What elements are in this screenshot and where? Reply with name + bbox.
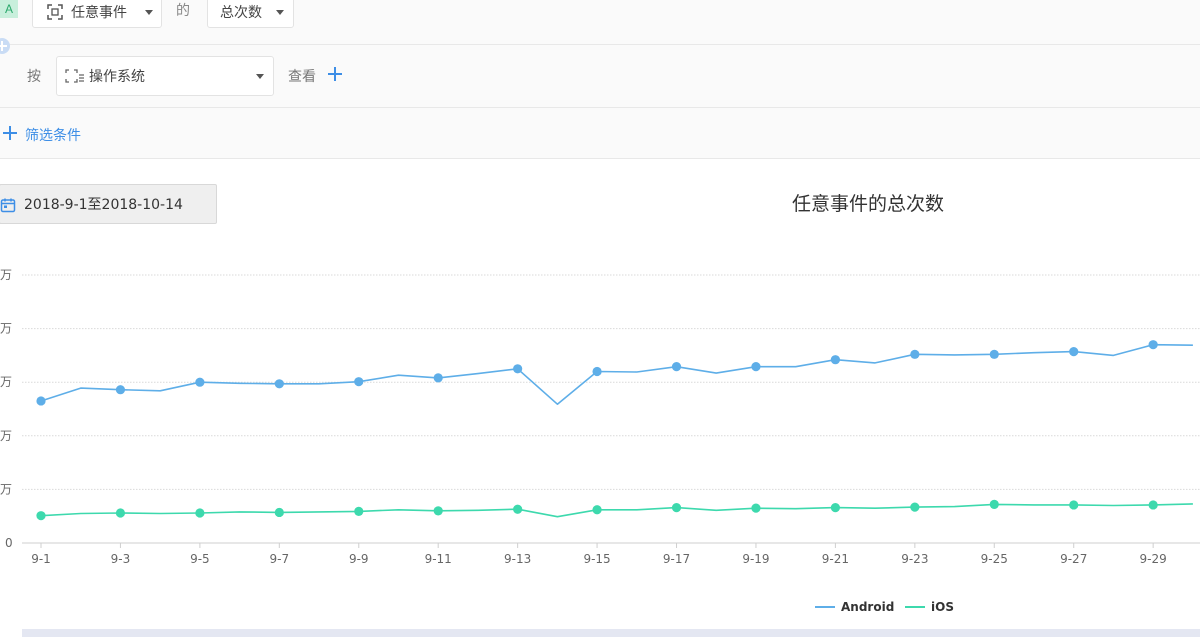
- x-tick-label: 9-23: [901, 552, 928, 566]
- data-point-ios: [115, 508, 126, 518]
- event-select-value: 任意事件: [71, 5, 127, 21]
- chevron-down-icon: [256, 74, 264, 79]
- x-tick-label: 9-19: [742, 552, 769, 566]
- data-point-ios: [989, 499, 999, 510]
- data-point-ios: [671, 503, 682, 513]
- y-tick-label: 0: [5, 536, 13, 550]
- calendar-icon: [0, 198, 16, 213]
- x-axis: 9-1 9-3 9-5 9-7 9-9 9-11 9-13 9-15 9-17 9-19 9-21 9…: [31, 543, 1167, 566]
- series-line-android: [40, 343, 1193, 405]
- event-row: A 任意事件 的 总次数: [0, 0, 1200, 45]
- y-tick-label: 万: [0, 322, 12, 336]
- y-tick-label: 万: [0, 482, 12, 496]
- data-point-android: [1069, 347, 1079, 357]
- data-point-ios: [274, 507, 284, 518]
- add-filter-icon[interactable]: [3, 126, 17, 140]
- data-point-android: [433, 373, 443, 383]
- x-tick-label: 9-27: [1060, 552, 1087, 566]
- x-tick-label: 9-11: [425, 552, 452, 566]
- data-point-android: [671, 362, 682, 372]
- group-by-select-value: 操作系统: [89, 69, 145, 85]
- data-point-android: [354, 377, 364, 387]
- event-select[interactable]: 任意事件: [32, 0, 162, 28]
- data-point-android: [751, 362, 761, 372]
- data-point-android: [1148, 340, 1158, 350]
- data-point-android: [989, 349, 999, 359]
- x-tick-label: 9-17: [663, 552, 690, 566]
- data-point-ios: [751, 503, 761, 513]
- y-tick-label: 万: [0, 429, 12, 443]
- y-tick-label: 万: [0, 268, 12, 282]
- x-tick-label: 9-1: [31, 552, 51, 566]
- x-tick-label: 9-3: [111, 552, 131, 566]
- x-tick-label: 9-5: [190, 552, 210, 566]
- data-point-android: [910, 349, 920, 359]
- x-tick-label: 9-15: [583, 552, 610, 566]
- data-point-ios: [354, 506, 364, 516]
- data-point-android: [513, 364, 523, 374]
- connector-label: 的: [176, 3, 190, 19]
- view-label: 查看: [288, 69, 316, 85]
- chart-title: 任意事件的总次数: [792, 193, 945, 215]
- data-point-android: [592, 366, 602, 377]
- data-point-ios: [1148, 500, 1158, 510]
- property-icon: [65, 69, 84, 83]
- chevron-down-icon: [145, 10, 153, 15]
- data-point-ios: [592, 505, 602, 515]
- group-by-select[interactable]: 操作系统: [56, 56, 274, 96]
- data-point-android: [274, 379, 284, 389]
- date-range-button[interactable]: 2018-9-1至2018-10-14: [0, 184, 217, 224]
- data-point-ios: [1069, 500, 1079, 510]
- data-point-android: [36, 396, 46, 406]
- y-tick-label: 万: [0, 375, 12, 389]
- data-point-android: [195, 377, 205, 387]
- x-tick-label: 9-9: [349, 552, 369, 566]
- data-point-android: [115, 385, 126, 395]
- add-group-icon[interactable]: [328, 67, 342, 81]
- event-icon: [47, 4, 63, 20]
- x-tick-label: 9-25: [981, 552, 1008, 566]
- data-point-ios: [36, 511, 46, 521]
- chart-grid: [22, 274, 1200, 544]
- data-point-ios: [513, 504, 523, 514]
- legend-label-ios: iOS: [931, 600, 954, 614]
- legend-label-android: Android: [841, 600, 894, 614]
- metric-select[interactable]: 总次数: [207, 0, 294, 28]
- metric-select-value: 总次数: [220, 5, 262, 21]
- add-filter-link[interactable]: 筛选条件: [25, 128, 81, 144]
- series-line-ios: [40, 503, 1193, 518]
- data-point-ios: [195, 508, 205, 518]
- data-point-ios: [910, 502, 920, 512]
- group-by-label: 按: [27, 69, 41, 85]
- x-tick-label: 9-29: [1140, 552, 1167, 566]
- data-point-android: [830, 355, 841, 365]
- filter-row: [0, 108, 1200, 159]
- data-point-ios: [433, 506, 443, 516]
- chart-legend: Android iOS: [815, 600, 954, 614]
- date-range-value: 2018-9-1至2018-10-14: [24, 197, 183, 213]
- index-badge: A: [0, 0, 18, 18]
- group-by-row: 按 操作系统 查看: [0, 45, 1200, 108]
- add-event-icon[interactable]: [0, 38, 10, 54]
- chevron-down-icon: [276, 10, 284, 15]
- x-tick-label: 9-7: [270, 552, 290, 566]
- chart-series: [36, 340, 1193, 521]
- data-point-ios: [830, 503, 841, 513]
- x-tick-label: 9-13: [504, 552, 531, 566]
- x-tick-label: 9-21: [822, 552, 849, 566]
- bottom-panel-edge: [22, 629, 1200, 637]
